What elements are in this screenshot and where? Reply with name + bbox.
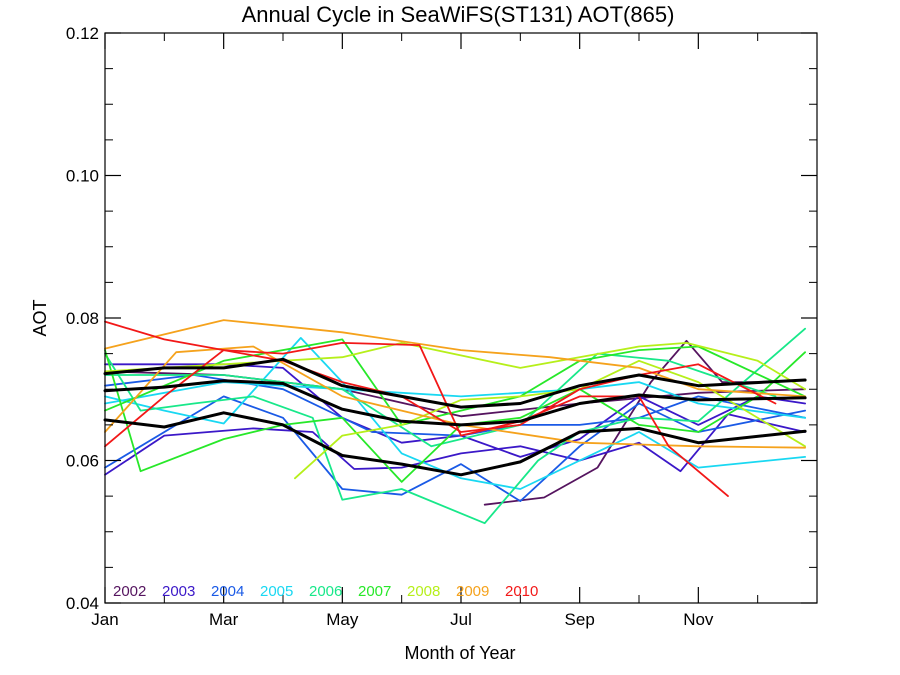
legend-item-2009: 2009 [456,583,489,600]
chart-title: Annual Cycle in SeaWiFS(ST131) AOT(865) [242,2,675,27]
legend-item-2004: 2004 [211,583,244,600]
legend-item-2007: 2007 [358,583,391,600]
plot-frame [104,32,818,604]
x-tick-label: May [326,610,359,629]
axes: 0.04 0.06 0.08 0.10 0.12 Jan Mar May Jul Sep Nov [66,24,817,629]
series-line-12 [104,338,806,426]
legend-item-2006: 2006 [309,583,342,600]
series-line-1 [483,339,777,506]
x-axis-label: Month of Year [404,643,515,663]
legend-item-2005: 2005 [260,583,293,600]
y-tick-label: 0.10 [66,167,99,186]
x-tick-label: Nov [683,610,714,629]
legend-item-2003: 2003 [162,583,195,600]
y-axis-label: AOT [30,299,50,336]
x-tick-label: Jul [450,610,472,629]
series-line-3 [104,413,806,476]
legend-item-2008: 2008 [407,583,440,600]
y-tick-label: 0.08 [66,309,99,328]
series-line-5 [104,395,806,503]
series-line-19 [103,357,807,409]
series-line-20 [103,379,807,427]
series-line-7 [104,336,806,490]
legend: 2002 2003 2004 2005 2006 2007 2008 2009 2010 [113,583,538,600]
series-line-16 [104,345,806,449]
y-tick-label: 0.12 [66,24,99,43]
x-tick-label: Mar [209,610,239,629]
series-line-21 [103,411,807,477]
legend-item-2010: 2010 [505,583,538,600]
x-tick-label: Jan [91,610,118,629]
series-line-13 [293,359,806,480]
series-lines [103,319,807,525]
y-tick-label: 0.06 [66,452,99,471]
series-line-17 [104,320,729,498]
series-line-15 [104,319,806,398]
x-tick-label: Sep [565,610,595,629]
series-line-9 [104,327,806,525]
legend-item-2002: 2002 [113,583,146,600]
y-tick-label: 0.04 [66,594,99,613]
series-line-18 [104,349,777,448]
